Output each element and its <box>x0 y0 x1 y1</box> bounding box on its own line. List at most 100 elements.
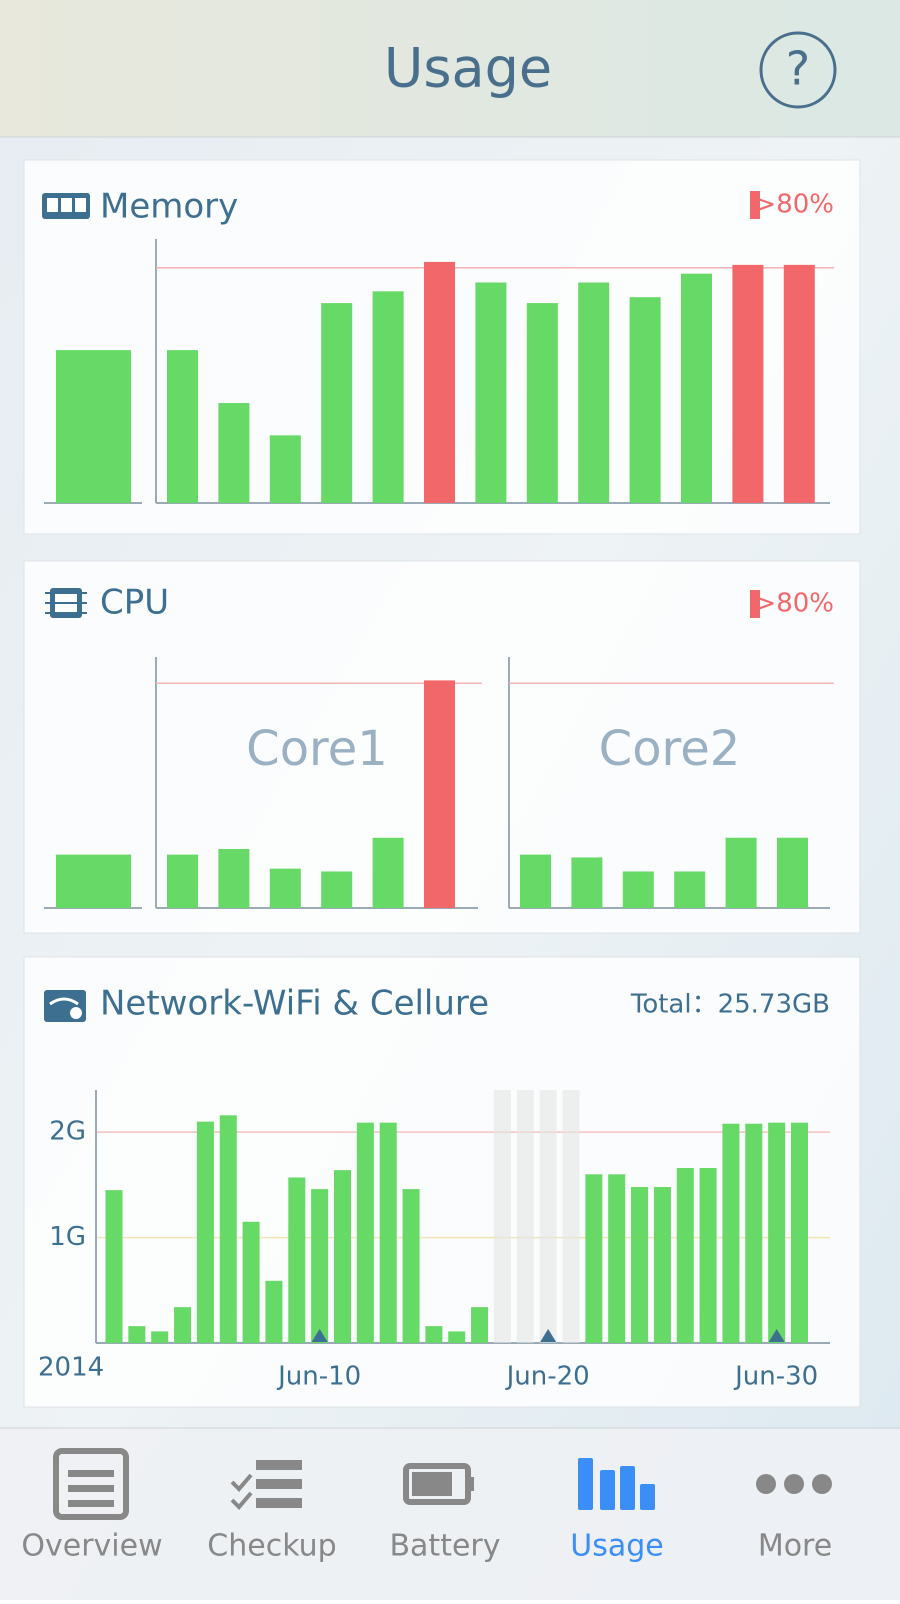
header-bar <box>0 0 900 137</box>
bar <box>311 1189 329 1343</box>
bar <box>571 857 603 908</box>
bar <box>167 854 198 908</box>
bar <box>578 282 610 503</box>
threshold-label: >80% <box>754 589 834 619</box>
bar <box>151 1331 169 1343</box>
bar <box>448 1331 466 1343</box>
bar <box>334 1170 351 1343</box>
tab[interactable]: Checkup <box>207 1460 337 1564</box>
tab-icon <box>68 1470 114 1477</box>
help-button[interactable] <box>759 31 837 109</box>
bar <box>653 1186 671 1343</box>
bar <box>424 680 455 908</box>
bar <box>269 868 301 908</box>
no-data-column <box>516 1090 534 1343</box>
bar <box>725 837 757 908</box>
bar <box>242 1221 260 1343</box>
bar <box>791 1122 808 1343</box>
bar <box>105 1190 123 1343</box>
tab-icon <box>68 1485 114 1492</box>
tab[interactable]: More <box>756 1474 832 1564</box>
tab-icon <box>68 1500 114 1507</box>
threshold-label: >80% <box>754 190 834 220</box>
bar <box>777 837 808 908</box>
bar <box>379 1122 397 1343</box>
bar <box>425 1326 443 1343</box>
header-title: Usage <box>384 37 552 100</box>
x-tick-marker <box>311 1329 328 1342</box>
core-label: Core2 <box>599 721 741 777</box>
bar <box>631 1186 649 1343</box>
bar <box>768 1122 786 1343</box>
x-tick-label: Jun-10 <box>276 1362 361 1392</box>
bar <box>424 261 455 503</box>
bar <box>269 435 301 503</box>
tab-icon <box>600 1470 615 1510</box>
total-label: Total：25.73GB <box>630 990 830 1020</box>
tab-icon <box>468 1477 474 1491</box>
tab[interactable]: Overview <box>21 1448 163 1564</box>
tab-icon <box>412 1472 452 1496</box>
bar <box>681 273 712 503</box>
bar <box>356 1122 374 1343</box>
bar <box>585 1174 603 1343</box>
year-label: 2014 <box>38 1353 104 1383</box>
bar <box>218 848 250 908</box>
tab-icon <box>256 1498 302 1508</box>
panel-title: CPU <box>100 583 169 623</box>
tab-icon <box>640 1484 655 1510</box>
tab-bar: Overview Checkup Battery Usage More <box>0 1427 900 1600</box>
bar <box>629 297 661 503</box>
bar <box>722 1123 740 1343</box>
bar <box>471 1307 489 1343</box>
bar <box>288 1177 306 1343</box>
no-data-column <box>539 1090 557 1343</box>
bar <box>402 1189 420 1343</box>
bar <box>321 871 353 908</box>
tab[interactable]: Usage <box>570 1458 664 1564</box>
tab-label: More <box>758 1529 832 1564</box>
x-tick-label: Jun-30 <box>733 1362 818 1392</box>
core-label: Core1 <box>246 721 388 777</box>
bar <box>218 403 250 503</box>
tab-icon <box>756 1474 776 1494</box>
bar <box>167 350 198 503</box>
bar <box>608 1174 626 1343</box>
help-icon[interactable]: ? <box>786 42 810 96</box>
legend-swatch <box>750 590 760 618</box>
bar <box>526 303 558 503</box>
no-data-column <box>562 1090 580 1343</box>
tab-label: Checkup <box>207 1529 336 1564</box>
bar <box>732 264 764 503</box>
x-tick-label: Jun-20 <box>505 1362 590 1392</box>
bar <box>699 1168 717 1343</box>
tab-icon <box>53 1448 129 1520</box>
tab-label: Battery <box>389 1529 500 1564</box>
tab[interactable]: Battery <box>389 1463 501 1564</box>
bar <box>475 282 507 503</box>
bar <box>321 303 353 503</box>
legend-swatch <box>750 191 760 219</box>
bar <box>128 1326 146 1343</box>
tab-icon <box>620 1466 635 1510</box>
no-data-column <box>493 1090 511 1343</box>
tab-icon <box>578 1458 593 1510</box>
panel-title: Memory <box>100 187 238 227</box>
bar <box>56 854 131 908</box>
x-tick-marker <box>768 1329 785 1342</box>
tab-label: Usage <box>570 1529 663 1564</box>
tab-icon <box>230 1473 253 1510</box>
tab-bar-bg <box>0 1428 900 1600</box>
bar <box>56 350 131 503</box>
tab-icon <box>256 1460 302 1470</box>
tab-icon <box>812 1474 832 1494</box>
bar <box>196 1121 214 1343</box>
bar <box>622 871 654 908</box>
tab-icon <box>256 1479 302 1489</box>
bar <box>174 1307 192 1343</box>
y-tick-label: 1G <box>49 1222 86 1252</box>
bar <box>745 1123 763 1343</box>
bar <box>676 1168 694 1343</box>
x-tick-marker <box>540 1329 557 1342</box>
